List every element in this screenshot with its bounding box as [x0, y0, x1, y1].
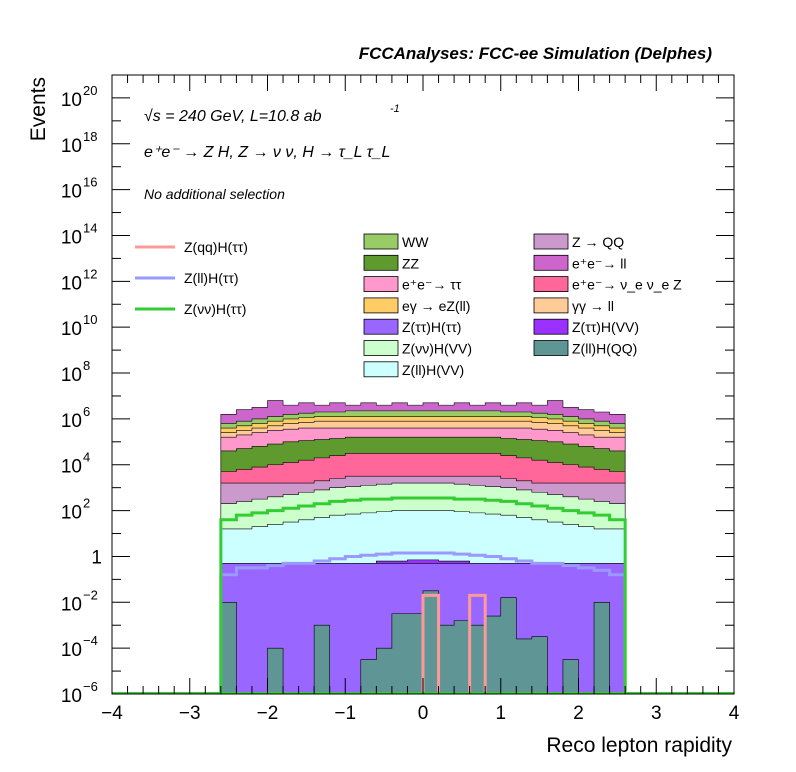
- x-tick-label: 3: [651, 703, 662, 724]
- x-tick-label: −2: [257, 703, 279, 724]
- y-tick-base: 10: [61, 457, 82, 478]
- legend-label: Z(ll)H(QQ): [572, 341, 637, 357]
- legend-label: eγ → eZ(ll): [402, 298, 470, 314]
- legend-box-swatch: [363, 276, 399, 293]
- y-tick-label: 10 −2: [61, 587, 98, 615]
- legend-box-swatch: [363, 361, 399, 378]
- legend-label: Z(νν)H(ττ): [184, 301, 246, 317]
- legend-box-swatch: [533, 340, 569, 356]
- legend-label: e⁺e⁻→ ττ: [402, 277, 462, 293]
- legend-box-swatch: [533, 233, 569, 250]
- x-tick-label: −4: [101, 703, 123, 724]
- y-tick-exp: 14: [83, 220, 97, 235]
- legend-box-swatch: [363, 340, 399, 356]
- y-tick-exp: 18: [83, 129, 97, 144]
- legend-box-swatch: [533, 297, 569, 314]
- y-tick-label: 1: [91, 547, 102, 568]
- line-z-ll-h: [219, 551, 627, 694]
- y-tick-exp: 16: [83, 175, 97, 190]
- y-tick-exp: 2: [83, 496, 90, 511]
- y-tick-label: 10 8: [61, 358, 90, 386]
- y-tick-base: 10: [61, 227, 82, 248]
- y-tick-label: 10 20: [61, 83, 98, 111]
- y-tick-base: 10: [61, 182, 82, 203]
- y-tick-base: 10: [61, 640, 82, 661]
- x-tick-label: 0: [418, 703, 429, 724]
- line-z-qq-h-0: [421, 593, 441, 694]
- annotation-process: e⁺e⁻ → Z H, Z → ν ν, H → τ_L τ_L: [144, 144, 390, 161]
- y-tick-base: 10: [61, 594, 82, 615]
- y-tick-label: 10 16: [61, 175, 98, 203]
- legend-box-swatch: [533, 318, 569, 335]
- legend-label: Z(qq)H(ττ): [184, 239, 248, 255]
- legend-label: e⁺e⁻→ ll: [572, 255, 626, 271]
- y-tick-base: 10: [61, 411, 82, 432]
- legend: Z(qq)H(ττ) Z(ll)H(ττ) Z(νν)H(ττ) WW ZZ e⁺e⁻→ …: [135, 233, 682, 378]
- legend-box-swatch: [363, 254, 399, 271]
- legend-label: ZZ: [402, 255, 420, 271]
- y-tick-exp: 12: [83, 266, 97, 281]
- y-tick-label: 10 6: [61, 404, 90, 432]
- y-tick-base: 10: [61, 365, 82, 386]
- y-tick-label: 10 4: [61, 450, 90, 478]
- annotation-energy: √s = 240 GeV, L=10.8 ab -1: [144, 103, 400, 125]
- x-tick-label: 4: [729, 703, 740, 724]
- legend-label: e⁺e⁻→ ν_e ν_e Z: [572, 277, 682, 293]
- line-z-h: [219, 496, 627, 694]
- y-tick-label: 10 10: [61, 312, 98, 340]
- y-tick-label: 10 14: [61, 220, 98, 248]
- y-tick-base: 10: [61, 136, 82, 157]
- legend-label: Z(ll)H(VV): [402, 362, 464, 378]
- y-tick-exp: 8: [83, 358, 90, 373]
- y-tick-exp: −4: [83, 633, 98, 648]
- y-tick-label: 10 2: [61, 496, 90, 524]
- legend-label: Z(ττ)H(VV): [572, 319, 639, 335]
- y-tick-base: 10: [61, 273, 82, 294]
- legend-box-swatch: [533, 276, 569, 293]
- legend-box-swatch: [363, 233, 399, 250]
- energy-text: √s = 240 GeV, L=10.8 ab: [144, 108, 322, 125]
- chart-title: FCCAnalyses: FCC-ee Simulation (Delphes): [359, 44, 713, 63]
- y-tick-exp: 6: [83, 404, 90, 419]
- annotation-selection: No additional selection: [144, 186, 285, 202]
- y-tick-exp: −6: [83, 679, 98, 694]
- legend-label: Z → QQ: [572, 234, 624, 250]
- y-tick-exp: 20: [83, 83, 97, 98]
- legend-label: Z(νν)H(VV): [402, 341, 472, 357]
- x-tick-label: −3: [179, 703, 201, 724]
- legend-label: Z(ll)H(ττ): [184, 270, 239, 286]
- energy-exponent: -1: [390, 103, 400, 115]
- x-tick-label: −1: [334, 703, 356, 724]
- legend-label: Z(ττ)H(ττ): [402, 319, 461, 335]
- line-z-qq-h-1: [468, 593, 487, 694]
- x-tick-label: 2: [573, 703, 584, 724]
- y-tick-base: 10: [61, 90, 82, 111]
- legend-box-swatch: [363, 297, 399, 314]
- y-tick-label: 10 12: [61, 266, 98, 294]
- y-tick-exp: 4: [83, 450, 90, 465]
- y-tick-base: 10: [61, 319, 82, 340]
- legend-label: WW: [402, 234, 429, 250]
- x-axis-label: Reco lepton rapidity: [546, 734, 732, 757]
- y-tick-base: 10: [61, 503, 82, 524]
- legend-box-swatch: [533, 254, 569, 271]
- y-tick-label: 10 −6: [61, 679, 98, 707]
- x-tick-label: 1: [495, 703, 506, 724]
- legend-label: γγ → ll: [572, 298, 614, 314]
- y-tick-base: 10: [61, 686, 82, 707]
- legend-box-swatch: [363, 318, 399, 335]
- y-tick-label: 10 −4: [61, 633, 98, 661]
- y-tick-label: 10 18: [61, 129, 98, 157]
- y-tick-exp: 10: [83, 312, 97, 327]
- stacked-histograms: [220, 400, 626, 695]
- y-tick-exp: −2: [83, 587, 98, 602]
- y-axis-label: Events: [27, 77, 50, 141]
- y-tick-base: 1: [91, 547, 102, 568]
